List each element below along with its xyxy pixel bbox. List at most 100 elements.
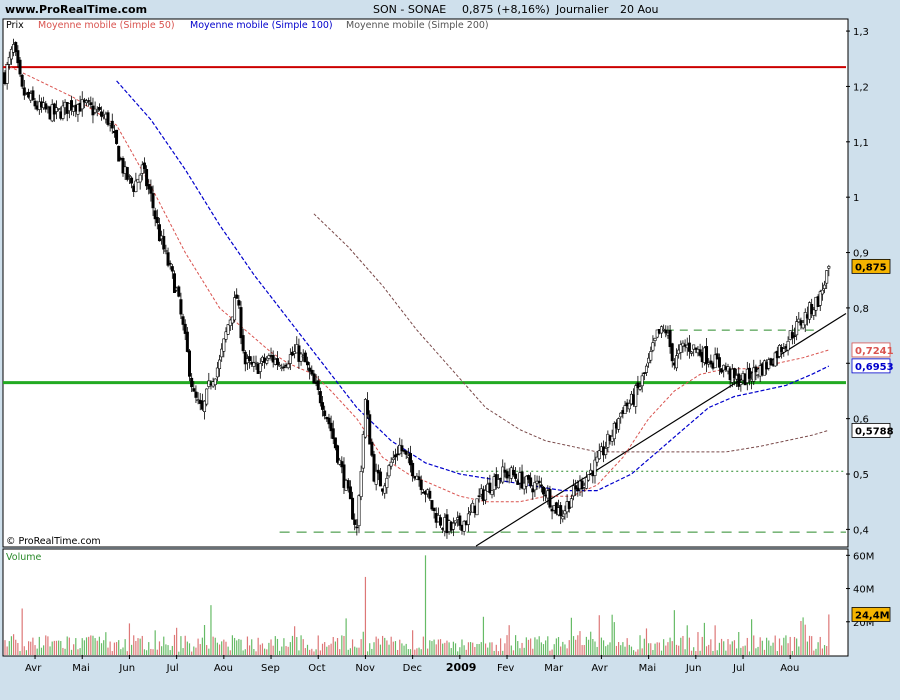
candle-up <box>623 405 627 415</box>
y-tick-label: 0,9 <box>853 249 869 260</box>
candle-down <box>477 495 481 497</box>
candle-up <box>786 340 790 351</box>
candle-down <box>145 169 149 187</box>
candle-up <box>224 331 228 340</box>
candle-down <box>106 112 110 125</box>
volume-last-text: 24,4M <box>855 610 890 621</box>
volume-last-box <box>851 607 891 622</box>
candle-up <box>692 344 696 350</box>
candle-up <box>690 351 694 354</box>
candle-down <box>115 129 119 144</box>
candle-down <box>155 217 159 224</box>
candle-up <box>773 352 777 367</box>
candle-up <box>484 490 488 501</box>
candle-up <box>207 380 211 387</box>
candle-up <box>385 477 389 488</box>
candle-up <box>812 309 816 316</box>
candle-up <box>95 110 99 112</box>
candle-down <box>526 475 530 480</box>
candle-down <box>393 454 397 458</box>
candle-up <box>533 482 537 491</box>
candle-down <box>670 343 674 362</box>
x-tick-label: Jul <box>732 663 745 674</box>
candle-down <box>22 87 26 96</box>
volume-label: Volume <box>6 552 41 563</box>
candle-down <box>33 100 37 107</box>
candle-down <box>89 102 93 105</box>
candle-up <box>363 399 367 438</box>
candle-down <box>576 487 580 492</box>
candle-up <box>222 338 226 352</box>
candle-down <box>172 273 176 293</box>
candle-down <box>110 120 114 129</box>
candle-down <box>271 354 275 363</box>
candle-down <box>323 410 327 417</box>
candle-down <box>541 486 545 495</box>
site-name[interactable]: www.ProRealTime.com <box>5 3 147 16</box>
candle-down <box>351 497 355 520</box>
y-tick-label: 0,6 <box>853 415 869 426</box>
candle-up <box>644 365 648 373</box>
candlestick-series <box>3 38 831 539</box>
candle-down <box>168 262 172 265</box>
candle-down <box>162 236 166 250</box>
candle-up <box>675 355 679 369</box>
time-x-axis: Avr Mai Jun Jul Aou Sep Oct Nov Dec 2009 Fev Mar Avr… <box>25 655 799 674</box>
candle-down <box>511 469 515 476</box>
candle-up <box>496 479 500 489</box>
ma100-last-box-text: 0,6953 <box>855 362 894 373</box>
x-tick-label: Mar <box>544 663 564 674</box>
candle-up <box>475 498 479 516</box>
candle-down <box>185 331 189 352</box>
candle-up <box>739 382 743 385</box>
candle-down <box>419 479 423 491</box>
candle-down <box>239 307 243 339</box>
candle-up <box>640 375 644 387</box>
candle-down <box>580 480 584 490</box>
candle-down <box>331 428 335 439</box>
candle-down <box>346 480 350 489</box>
candle-up <box>127 175 131 177</box>
candle-down <box>87 100 91 102</box>
candle-up <box>627 403 631 410</box>
candle-up <box>662 328 666 331</box>
ma200-legend: Moyenne mobile (Simple 200) <box>346 20 489 31</box>
candle-up <box>679 344 683 353</box>
x-tick-label: Jun <box>118 663 135 674</box>
candle-down <box>275 358 279 365</box>
candle-down <box>297 345 301 362</box>
candle-up <box>617 418 621 430</box>
candle-up <box>164 250 168 252</box>
candle-down <box>715 353 719 360</box>
x-tick-label: Dec <box>403 663 422 674</box>
candle-up <box>587 474 591 481</box>
x-tick-label: 2009 <box>446 661 477 674</box>
candle-down <box>16 50 20 64</box>
candle-up <box>782 348 786 353</box>
candle-down <box>157 224 161 242</box>
candle-down <box>170 266 174 272</box>
candle-up <box>462 520 466 532</box>
ticker-label: SON - SONAE <box>373 3 446 16</box>
candle-down <box>192 388 196 392</box>
copyright: © ProRealTime.com <box>6 536 101 547</box>
ma50-legend: Moyenne mobile (Simple 50) <box>38 20 175 31</box>
candle-up <box>134 180 138 193</box>
candle-down <box>130 177 134 184</box>
candle-up <box>226 324 230 335</box>
candle-up <box>220 348 224 358</box>
ma50-line <box>4 63 829 503</box>
candle-down <box>732 368 736 378</box>
last-value-labels: 0,875 0,7241 0,6953 0,5788 <box>851 258 894 438</box>
candle-down <box>121 157 125 174</box>
candle-up <box>825 270 829 284</box>
candle-down <box>559 505 563 517</box>
candle-down <box>411 462 415 477</box>
candle-down <box>149 186 153 194</box>
candle-down <box>329 422 333 432</box>
candle-up <box>501 466 505 483</box>
x-tick-label: Nov <box>355 663 375 674</box>
candle-down <box>306 361 310 366</box>
candle-down <box>366 400 370 415</box>
